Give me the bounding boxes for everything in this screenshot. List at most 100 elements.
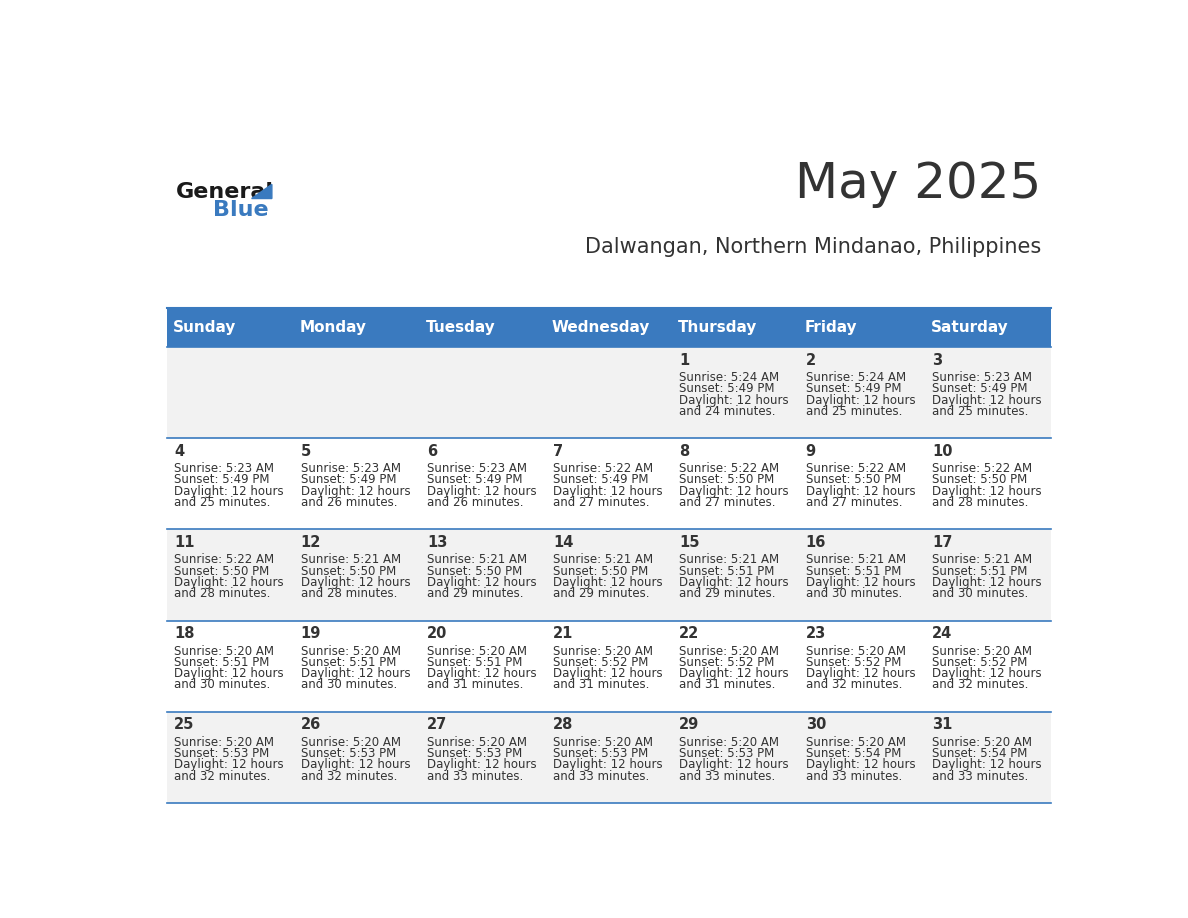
Text: 6: 6 [426,443,437,459]
Text: and 32 minutes.: and 32 minutes. [931,678,1029,691]
Text: Sunrise: 5:20 AM: Sunrise: 5:20 AM [805,735,905,749]
Text: Daylight: 12 hours: Daylight: 12 hours [175,758,284,771]
FancyBboxPatch shape [924,438,1051,530]
Text: 23: 23 [805,626,826,641]
Text: Sunset: 5:51 PM: Sunset: 5:51 PM [301,655,396,669]
Text: and 28 minutes.: and 28 minutes. [175,588,271,600]
FancyBboxPatch shape [545,711,672,803]
FancyBboxPatch shape [798,711,924,803]
FancyBboxPatch shape [545,347,672,438]
FancyBboxPatch shape [672,530,798,621]
Text: and 31 minutes.: and 31 minutes. [426,678,523,691]
Text: Sunset: 5:53 PM: Sunset: 5:53 PM [554,747,649,760]
Text: Daylight: 12 hours: Daylight: 12 hours [554,758,663,771]
Text: Daylight: 12 hours: Daylight: 12 hours [426,576,537,589]
FancyBboxPatch shape [545,438,672,530]
Text: Daylight: 12 hours: Daylight: 12 hours [931,667,1042,680]
Text: 7: 7 [554,443,563,459]
Text: Daylight: 12 hours: Daylight: 12 hours [680,485,789,498]
Text: Daylight: 12 hours: Daylight: 12 hours [554,576,663,589]
FancyBboxPatch shape [166,308,293,347]
Text: Daylight: 12 hours: Daylight: 12 hours [426,667,537,680]
Text: 4: 4 [175,443,184,459]
Text: Sunrise: 5:23 AM: Sunrise: 5:23 AM [301,462,400,476]
Text: Sunrise: 5:20 AM: Sunrise: 5:20 AM [680,735,779,749]
Text: Sunrise: 5:20 AM: Sunrise: 5:20 AM [931,644,1032,657]
Text: Sunrise: 5:20 AM: Sunrise: 5:20 AM [554,735,653,749]
Text: Sunset: 5:53 PM: Sunset: 5:53 PM [426,747,522,760]
FancyBboxPatch shape [672,711,798,803]
FancyBboxPatch shape [798,438,924,530]
Text: Sunset: 5:49 PM: Sunset: 5:49 PM [680,382,775,396]
Text: Sunset: 5:51 PM: Sunset: 5:51 PM [680,565,775,577]
Text: Daylight: 12 hours: Daylight: 12 hours [931,485,1042,498]
Text: Sunset: 5:51 PM: Sunset: 5:51 PM [426,655,523,669]
FancyBboxPatch shape [293,308,419,347]
Text: 26: 26 [301,717,321,733]
Text: and 25 minutes.: and 25 minutes. [805,405,902,418]
Text: Daylight: 12 hours: Daylight: 12 hours [931,758,1042,771]
FancyBboxPatch shape [419,438,545,530]
FancyBboxPatch shape [672,308,798,347]
Text: Sunrise: 5:24 AM: Sunrise: 5:24 AM [805,371,905,384]
FancyBboxPatch shape [419,711,545,803]
Text: Sunset: 5:49 PM: Sunset: 5:49 PM [805,382,902,396]
FancyBboxPatch shape [419,530,545,621]
Text: Tuesday: Tuesday [425,320,495,335]
Text: Sunrise: 5:20 AM: Sunrise: 5:20 AM [301,644,400,657]
FancyBboxPatch shape [924,347,1051,438]
Text: and 30 minutes.: and 30 minutes. [301,678,397,691]
Text: and 31 minutes.: and 31 minutes. [554,678,650,691]
Text: Daylight: 12 hours: Daylight: 12 hours [301,667,410,680]
Text: Thursday: Thursday [678,320,758,335]
Text: Sunset: 5:51 PM: Sunset: 5:51 PM [175,655,270,669]
Text: 29: 29 [680,717,700,733]
Text: 11: 11 [175,535,195,550]
FancyBboxPatch shape [924,711,1051,803]
Text: Sunrise: 5:23 AM: Sunrise: 5:23 AM [175,462,274,476]
Text: Sunrise: 5:20 AM: Sunrise: 5:20 AM [680,644,779,657]
Text: and 33 minutes.: and 33 minutes. [931,769,1028,783]
FancyBboxPatch shape [166,711,293,803]
Text: and 31 minutes.: and 31 minutes. [680,678,776,691]
Text: 25: 25 [175,717,195,733]
Text: Sunset: 5:54 PM: Sunset: 5:54 PM [931,747,1028,760]
FancyBboxPatch shape [672,621,798,711]
FancyBboxPatch shape [672,438,798,530]
Text: 19: 19 [301,626,321,641]
Text: Daylight: 12 hours: Daylight: 12 hours [175,576,284,589]
FancyBboxPatch shape [545,530,672,621]
Text: and 27 minutes.: and 27 minutes. [680,496,776,509]
Text: and 33 minutes.: and 33 minutes. [554,769,650,783]
Text: Sunset: 5:49 PM: Sunset: 5:49 PM [931,382,1028,396]
Text: 15: 15 [680,535,700,550]
Text: Monday: Monday [299,320,366,335]
FancyBboxPatch shape [672,347,798,438]
Text: Daylight: 12 hours: Daylight: 12 hours [805,394,915,407]
Text: and 25 minutes.: and 25 minutes. [175,496,271,509]
Text: Saturday: Saturday [931,320,1009,335]
Text: and 32 minutes.: and 32 minutes. [805,678,902,691]
Text: Sunrise: 5:20 AM: Sunrise: 5:20 AM [805,644,905,657]
Text: Daylight: 12 hours: Daylight: 12 hours [301,758,410,771]
Text: 31: 31 [931,717,953,733]
Text: Sunrise: 5:21 AM: Sunrise: 5:21 AM [301,554,400,566]
Text: Sunset: 5:51 PM: Sunset: 5:51 PM [931,565,1028,577]
Text: and 28 minutes.: and 28 minutes. [931,496,1029,509]
Text: Sunrise: 5:20 AM: Sunrise: 5:20 AM [175,735,274,749]
Text: 28: 28 [554,717,574,733]
Text: Daylight: 12 hours: Daylight: 12 hours [805,758,915,771]
FancyBboxPatch shape [924,530,1051,621]
Text: Sunrise: 5:24 AM: Sunrise: 5:24 AM [680,371,779,384]
Text: Friday: Friday [804,320,858,335]
FancyBboxPatch shape [798,347,924,438]
Text: 5: 5 [301,443,311,459]
FancyBboxPatch shape [419,621,545,711]
FancyBboxPatch shape [166,347,293,438]
Text: Sunrise: 5:22 AM: Sunrise: 5:22 AM [175,554,274,566]
Text: Daylight: 12 hours: Daylight: 12 hours [680,394,789,407]
FancyBboxPatch shape [545,621,672,711]
Text: and 32 minutes.: and 32 minutes. [175,769,271,783]
FancyBboxPatch shape [924,621,1051,711]
Text: Sunday: Sunday [173,320,236,335]
